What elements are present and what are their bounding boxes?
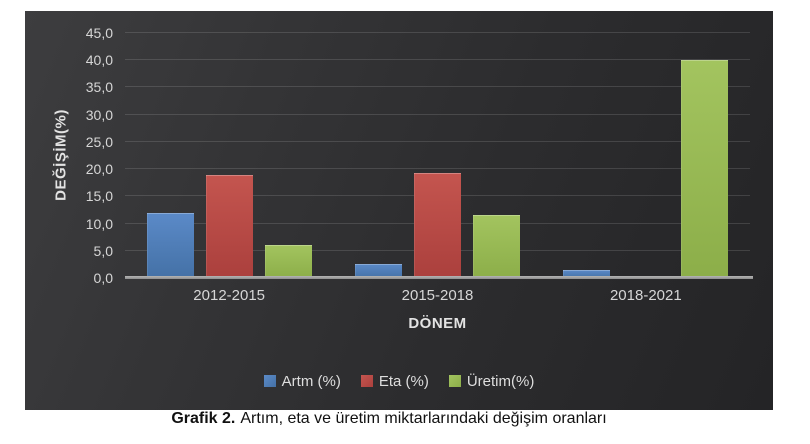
x-axis-line bbox=[125, 276, 753, 279]
caption-text: Artım, eta ve üretim miktarlarındaki değ… bbox=[240, 410, 607, 427]
gridline-30 bbox=[125, 113, 750, 115]
plot-area bbox=[125, 32, 753, 279]
y-tick-40-0: 40,0 bbox=[85, 52, 113, 69]
x-axis-title: DÖNEM bbox=[408, 315, 467, 332]
bar-artm-2015-2018 bbox=[355, 264, 402, 278]
x-category-2015-2018: 2015-2018 bbox=[401, 287, 474, 304]
bar-artm-2012-2015 bbox=[146, 212, 194, 278]
gridline-40 bbox=[125, 59, 750, 61]
y-tick-30-0: 30,0 bbox=[85, 106, 113, 123]
legend-label-uretim: Üretim(%) bbox=[466, 372, 535, 390]
bar-eta-2012-2015 bbox=[205, 174, 253, 278]
legend: Artm (%) Eta (%) Üretim(%) bbox=[25, 371, 773, 391]
legend-swatch-eta bbox=[360, 375, 373, 387]
bar-uretim-2012-2015 bbox=[264, 245, 312, 278]
y-tick-45-0: 45,0 bbox=[85, 25, 113, 41]
gridline-45 bbox=[125, 32, 750, 33]
bar-artm-2018-2021 bbox=[563, 269, 611, 278]
y-tick-20-0: 20,0 bbox=[85, 161, 113, 178]
x-category-2012-2015: 2012-2015 bbox=[193, 287, 266, 304]
gridline-20 bbox=[125, 168, 750, 170]
legend-label-artm: Artm (%) bbox=[281, 372, 341, 390]
gridline-25 bbox=[125, 140, 750, 142]
y-tick-15-0: 15,0 bbox=[85, 188, 113, 205]
legend-swatch-uretim bbox=[448, 375, 461, 387]
y-axis-title: DEĞİŞİM(%) bbox=[52, 109, 70, 201]
legend-item-artm: Artm (%) bbox=[263, 372, 341, 390]
x-category-2018-2021: 2018-2021 bbox=[609, 287, 682, 304]
y-tick-0-0: 0,0 bbox=[93, 270, 113, 286]
y-tick-35-0: 35,0 bbox=[85, 79, 113, 96]
y-tick-5-0: 5,0 bbox=[93, 242, 113, 259]
chart-area: DEĞİŞİM(%) 0,0 5,0 10,0 15,0 20,0 25,0 30,0 35,… bbox=[25, 11, 773, 410]
bar-eta-2015-2018 bbox=[414, 172, 461, 278]
legend-item-uretim: Üretim(%) bbox=[448, 372, 535, 390]
legend-label-eta: Eta (%) bbox=[378, 372, 429, 390]
y-tick-10-0: 10,0 bbox=[85, 215, 113, 232]
y-tick-25-0: 25,0 bbox=[85, 133, 113, 150]
chart-caption: Grafik 2. Artım, eta ve üretim miktarları… bbox=[0, 410, 778, 428]
gridline-35 bbox=[125, 86, 750, 88]
caption-label: Grafik 2. bbox=[171, 410, 236, 427]
bar-uretim-2018-2021 bbox=[681, 60, 729, 278]
legend-swatch-artm bbox=[263, 375, 276, 387]
bar-uretim-2015-2018 bbox=[473, 215, 520, 278]
legend-item-eta: Eta (%) bbox=[360, 372, 429, 390]
